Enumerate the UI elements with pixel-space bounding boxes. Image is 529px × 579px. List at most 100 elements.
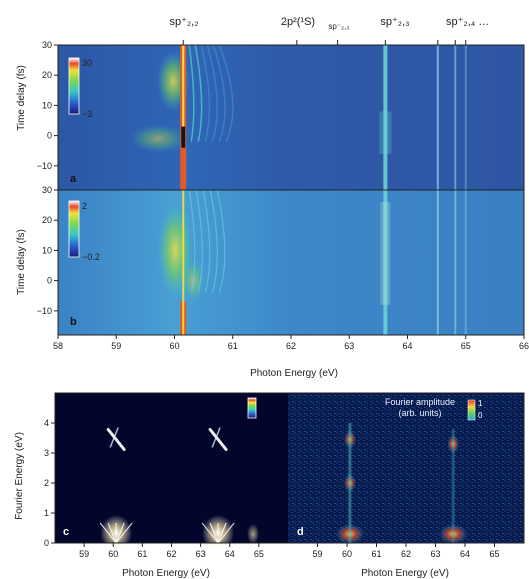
colorbar-b [68, 200, 80, 258]
x-tick-label-b: 60 [169, 341, 179, 351]
x-tick-label-b: 65 [461, 341, 471, 351]
x-tick-label-d: 63 [430, 549, 440, 559]
y-tick-label-b: 0 [47, 276, 52, 286]
colorbar-b-min: −0.2 [82, 252, 100, 262]
resonance-line-weak [454, 45, 457, 190]
x-tick-label-d: 65 [489, 549, 499, 559]
y-tick-label-b: 30 [42, 185, 52, 195]
interference-fringe [206, 44, 218, 142]
x-tick-label-c: 59 [79, 549, 89, 559]
colorbar-d-max: 1 [478, 399, 483, 408]
resonance-line-weak [464, 45, 467, 190]
y-tick-label-a: −10 [37, 161, 52, 171]
resonance-core-b [182, 190, 185, 335]
interference-fringe-b [188, 189, 196, 293]
axes-frame-cd [54, 392, 525, 544]
resonance-line-weak-b [454, 190, 457, 335]
x-tick-label-c: 65 [254, 549, 264, 559]
x-tick-label-c: 60 [108, 549, 118, 559]
fourier-peak-c [109, 427, 119, 448]
fourier-peak-c [211, 427, 221, 448]
y-tick-label-a: 20 [42, 70, 52, 80]
interference-fringe [188, 44, 195, 142]
y-tick-label-a: 0 [47, 131, 52, 141]
top-label-sp23p: sp⁺₂,₃ [380, 16, 409, 28]
resonance-line-weak-b [464, 190, 467, 335]
ylabel-a: Time delay (fs) [16, 65, 27, 131]
fourier-peak-c [106, 428, 126, 451]
fourier-peak-d [439, 524, 468, 544]
x-tick-label-d: 62 [401, 549, 411, 559]
colorbar-a-max: 30 [82, 58, 92, 68]
resonance-line-63-62-b [383, 190, 388, 335]
panel-a-label: a [70, 173, 77, 185]
y-tick-label-a: 30 [42, 40, 52, 50]
y-tick-label-c: 1 [44, 508, 49, 518]
axes-cd: 0 1 2 3 4 59 60 61 62 63 64 65 59 60 61 62 63 64 65 [44, 392, 525, 559]
fourier-peak-d [447, 435, 460, 453]
x-tick-label-c: 61 [137, 549, 147, 559]
y-tick-label-b: 10 [42, 245, 52, 255]
y-tick-label-b: 20 [42, 215, 52, 225]
panel-b [58, 189, 524, 335]
x-tick-label-d: 61 [371, 549, 381, 559]
colorbar-d-min: 0 [478, 411, 483, 420]
y-tick-label-b: −10 [37, 306, 52, 316]
x-tick-label-b: 66 [519, 341, 529, 351]
fourier-streak-c [217, 522, 235, 544]
interference-fringe-b [209, 189, 218, 293]
fourier-vertical-d [348, 423, 352, 543]
fourier-peak-c [247, 524, 260, 544]
x-tick-label-b: 58 [53, 341, 63, 351]
xlabel-ab: Photon Energy (eV) [250, 368, 338, 379]
colorbar-b-max: 2 [82, 201, 87, 211]
top-label-sp24: sp⁺₂,₄ … [446, 16, 489, 28]
heatmap-d-background [288, 393, 524, 543]
fourier-streak-c [115, 522, 133, 544]
x-tick-label-b: 61 [228, 341, 238, 351]
colorbar-d [467, 399, 476, 421]
interference-fringe-b [202, 189, 211, 293]
interference-fringe [194, 44, 203, 142]
interference-fringe-b [216, 189, 226, 293]
heatmap-a-background [58, 45, 524, 190]
x-tick-label-c: 63 [196, 549, 206, 559]
interference-fringe-b [195, 189, 203, 293]
panel-c [55, 393, 288, 551]
top-label-sp22: sp⁺₂,₂ [169, 16, 198, 28]
fourier-streak-c [115, 522, 125, 544]
interference-fringe [218, 44, 234, 142]
fourier-streak-c [99, 522, 117, 544]
colorbar-a-min: −3 [82, 109, 92, 119]
ylabel-c: Fourier Energy (eV) [14, 432, 25, 520]
legend-d-subtitle: (arb. units) [398, 408, 441, 418]
x-tick-label-b: 59 [111, 341, 121, 351]
fourier-streak-c [201, 522, 219, 544]
panel-c-label: c [63, 526, 69, 538]
top-label-2p2: 2p²(¹S) [281, 16, 315, 28]
colorbar-c [247, 397, 257, 419]
x-tick-label-d: 64 [460, 549, 470, 559]
resonance-core [182, 45, 185, 145]
colorbar-a [68, 57, 80, 115]
fourier-streak-c [217, 522, 227, 544]
x-tick-label-d: 59 [312, 549, 322, 559]
x-tick-label-c: 64 [225, 549, 235, 559]
resonance-line-weak [436, 45, 439, 190]
ylabel-b: Time delay (fs) [16, 229, 27, 295]
resonance-line-63-62 [383, 45, 388, 190]
axes-ab: 30 30 20 20 10 10 0 0 −10 −10 58 59 60 61 62 63 64 65 66 [37, 40, 529, 351]
x-tick-label-c: 62 [166, 549, 176, 559]
x-tick-label-b: 64 [402, 341, 412, 351]
resonance-smear [379, 111, 392, 154]
interference-fringe [212, 44, 226, 142]
resonance-gap [181, 126, 186, 148]
xlabel-d: Photon Energy (eV) [361, 568, 449, 579]
heatmap-a-glow [130, 124, 187, 153]
x-tick-label-b: 63 [344, 341, 354, 351]
fourier-vertical-d [451, 429, 455, 543]
panel-d-label: d [297, 526, 304, 538]
x-tick-label-b: 62 [286, 341, 296, 351]
top-label-sp23m: sp⁻₂,₃ [328, 22, 349, 31]
